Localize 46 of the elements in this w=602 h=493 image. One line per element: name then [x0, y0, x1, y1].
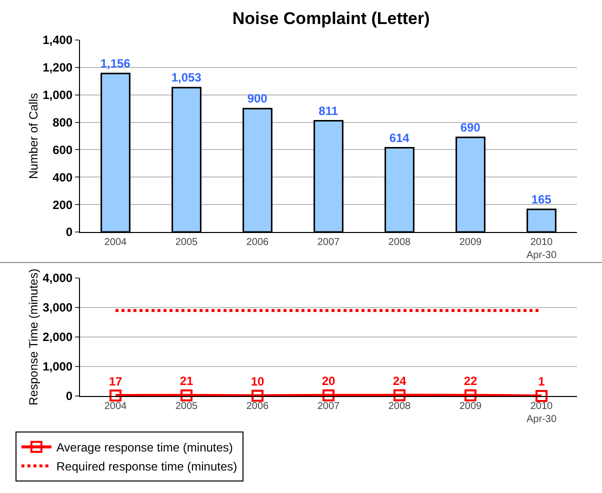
y-axis-title: Number of Calls — [26, 92, 41, 180]
data-label: 22 — [464, 374, 478, 388]
y-tick-label: 600 — [52, 142, 73, 157]
data-label: 614 — [389, 130, 410, 145]
x-tick-label: 2010 Apr-30 — [526, 401, 557, 425]
legend-label: Required response time (minutes) — [56, 460, 238, 474]
y-tick-label: 1,200 — [42, 60, 73, 75]
y-tick-label: 2,000 — [42, 330, 73, 344]
data-label: 165 — [531, 192, 552, 206]
x-tick-label: 2005 — [175, 237, 198, 248]
y-tick-label: 1,400 — [42, 33, 73, 48]
x-tick-label: 2008 — [388, 237, 412, 248]
y-tick-label: 0 — [66, 225, 73, 240]
data-label: 10 — [250, 374, 264, 388]
y-tick-label: 0 — [66, 389, 73, 404]
chart-title: Noise Complaint (Letter) — [232, 8, 430, 28]
data-label: 20 — [322, 374, 336, 388]
x-tick-label: 2009 — [459, 237, 482, 248]
x-tick-label: 2005 — [175, 401, 198, 412]
data-label: 1,156 — [100, 56, 131, 70]
x-tick-label: 2008 — [388, 401, 412, 412]
y-tick-label: 800 — [52, 115, 73, 130]
x-tick-label: 2006 — [246, 237, 270, 248]
x-tick-label: 2006 — [246, 401, 270, 412]
x-tick-label: 2004 — [104, 237, 128, 248]
legend-label: Average response time (minutes) — [56, 440, 233, 455]
y-tick-label: 1,000 — [42, 360, 73, 374]
x-tick-label: 2007 — [317, 237, 340, 248]
x-tick-label: 2010 Apr-30 — [526, 237, 557, 261]
x-tick-label: 2007 — [317, 401, 340, 412]
data-label: 1,053 — [171, 70, 202, 85]
data-label: 24 — [392, 374, 406, 388]
y-tick-label: 1,000 — [42, 88, 73, 102]
data-label: 21 — [180, 374, 194, 388]
y-tick-label: 4,000 — [42, 271, 73, 286]
data-label: 811 — [318, 104, 338, 118]
data-label: 17 — [108, 374, 122, 388]
data-label: 1 — [538, 374, 546, 389]
y-tick-label: 200 — [52, 198, 73, 212]
y-tick-label: 3,000 — [42, 300, 73, 315]
x-tick-label: 2009 — [459, 401, 482, 412]
data-label: 900 — [247, 92, 268, 106]
x-tick-label: 2004 — [104, 401, 128, 412]
data-label: 690 — [460, 120, 481, 134]
y-tick-label: 400 — [52, 170, 73, 184]
y-axis-title: Response Time (minutes) — [26, 268, 41, 406]
